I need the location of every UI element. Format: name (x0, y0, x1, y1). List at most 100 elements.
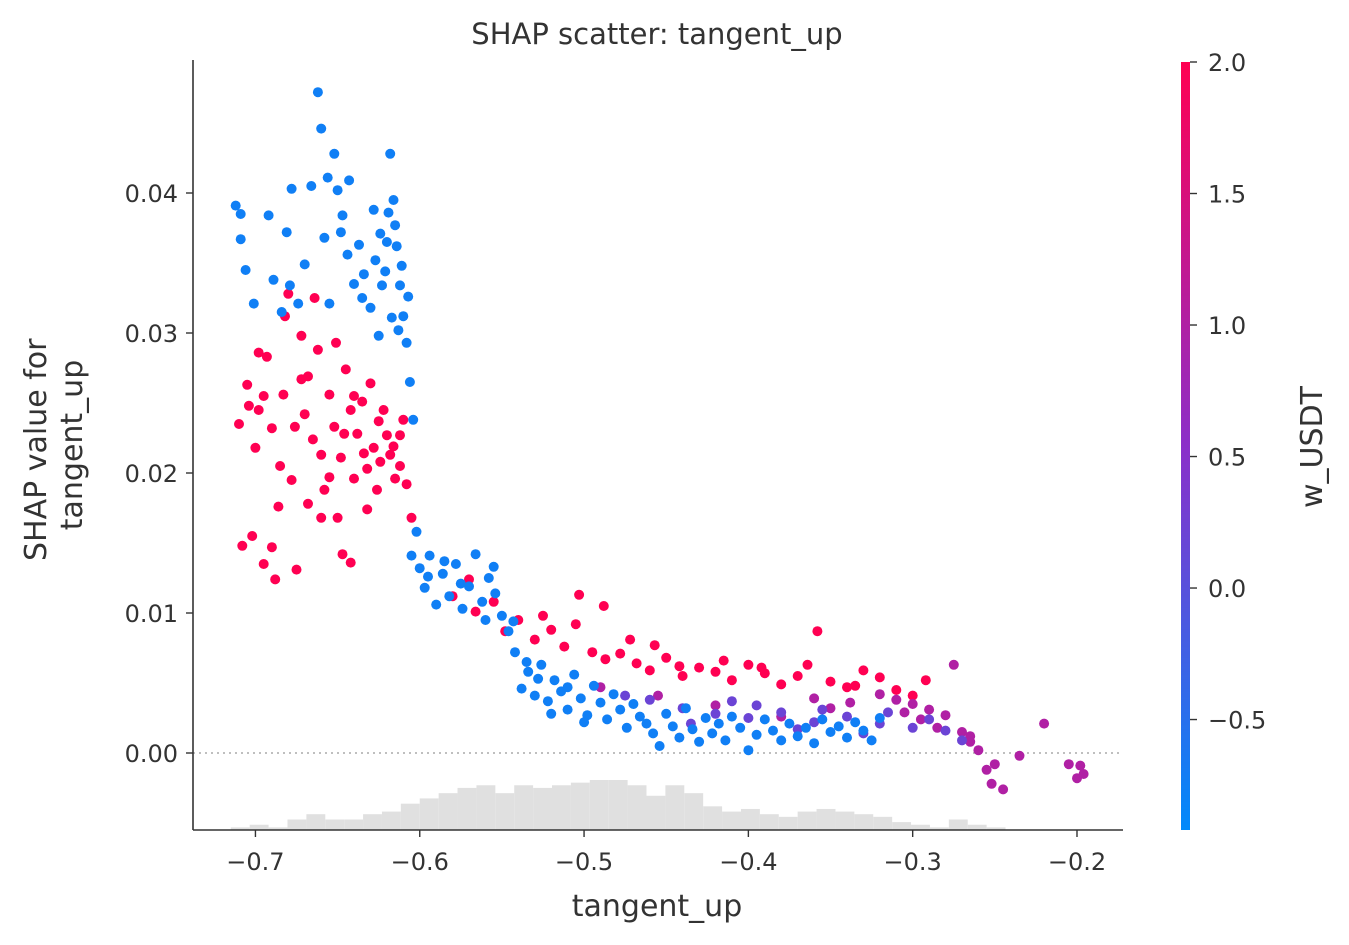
scatter-point (809, 693, 820, 704)
scatter-point (608, 689, 619, 700)
scatter-point (674, 732, 685, 743)
scatter-point (303, 371, 313, 382)
scatter-point (381, 430, 392, 441)
scatter-point (395, 430, 405, 441)
scatter-point (907, 690, 918, 701)
colorbar-tick-label: −0.5 (1208, 707, 1266, 735)
scatter-point (403, 291, 414, 302)
scatter-point (358, 448, 369, 459)
scatter-point (707, 728, 718, 739)
scatter-point (365, 378, 376, 389)
scatter-point (899, 707, 910, 718)
scatter-point (423, 571, 433, 582)
histogram-bar (892, 822, 912, 830)
histogram-bar (268, 827, 288, 830)
scatter-point (776, 735, 787, 746)
scatter-point (648, 728, 659, 739)
scatter-point (625, 634, 636, 645)
scatter-point (319, 484, 330, 495)
scatter-point (388, 441, 399, 452)
scatter-point (248, 298, 259, 309)
colorbar-tick-label: 1.5 (1208, 181, 1246, 209)
scatter-point (989, 759, 1000, 770)
colorbar-label: w_USDT (1295, 385, 1330, 508)
scatter-point (516, 683, 527, 694)
scatter-point (874, 689, 885, 700)
scatter-point (533, 673, 544, 684)
scatter-point (455, 578, 466, 589)
scatter-point (965, 731, 976, 742)
scatter-point (649, 640, 660, 651)
scatter-point (924, 704, 935, 715)
histogram (230, 780, 1006, 830)
scatter-point (401, 479, 412, 490)
histogram-bar (873, 816, 893, 830)
scatter-point (700, 713, 711, 723)
scatter-point (858, 665, 869, 676)
scatter-point (258, 559, 269, 569)
y-tick-label: 0.03 (125, 320, 178, 348)
scatter-point (345, 557, 356, 568)
scatter-point (981, 764, 992, 775)
scatter-point (521, 657, 532, 667)
scatter-point (437, 568, 448, 579)
scatter-point (694, 736, 705, 747)
histogram-bar (665, 785, 685, 830)
scatter-point (546, 708, 557, 719)
scatter-point (932, 722, 943, 733)
scatter-point (948, 659, 959, 670)
histogram-bar (911, 824, 930, 830)
scatter-point (710, 700, 721, 711)
histogram-bar (514, 785, 534, 830)
scatter-point (316, 123, 327, 134)
colorbar-tick-label: 0.5 (1208, 444, 1246, 472)
colorbar-ticks: −0.5 0.0 0.5 1.0 1.5 2.0 (1190, 49, 1266, 735)
scatter-point (270, 574, 281, 585)
scatter-point (574, 589, 585, 600)
scatter-point (802, 659, 813, 670)
scatter-point (924, 714, 935, 725)
scatter-point (470, 606, 481, 617)
colorbar-tick-label: 0.0 (1208, 575, 1246, 603)
scatter-point (401, 337, 412, 348)
scatter-point (542, 696, 553, 707)
scatter-point (809, 738, 820, 749)
scatter-point (337, 210, 348, 221)
scatter-point (957, 727, 967, 737)
scatter-point (319, 232, 330, 243)
scatter-point (344, 175, 355, 186)
scatter-point (817, 704, 828, 715)
scatter-point (644, 665, 655, 676)
scatter-point (340, 364, 351, 375)
histogram-bar (344, 819, 364, 830)
scatter-point (595, 697, 606, 708)
scatter-point (395, 461, 405, 471)
scatter-point (370, 255, 381, 266)
x-axis-ticks: −0.7 −0.6 −0.5 −0.4 −0.3 −0.2 (226, 830, 1106, 876)
scatter-point (373, 330, 384, 341)
scatter-point (713, 718, 724, 729)
scatter-point (615, 648, 626, 659)
scatter-point (569, 669, 580, 680)
scatter-point (825, 676, 836, 687)
scatter-point (419, 582, 430, 593)
scatter-point (385, 148, 396, 159)
scatter-point (825, 727, 836, 737)
scatter-point (776, 707, 787, 718)
scatter-point (710, 666, 721, 677)
y-tick-label: 0.04 (125, 180, 178, 208)
scatter-point (464, 574, 474, 585)
scatter-point (431, 599, 442, 610)
scatter-point (602, 714, 613, 725)
scatter-point (1014, 750, 1025, 761)
histogram-bar (476, 785, 496, 830)
scatter-point (365, 302, 376, 313)
scatter-point (812, 626, 823, 637)
scatter-point (915, 714, 926, 725)
histogram-bar (797, 811, 817, 830)
scatter-point (477, 596, 488, 607)
scatter-point (342, 249, 353, 260)
scatter-point (273, 501, 284, 512)
scatter-point (299, 409, 310, 420)
scatter-point (306, 181, 317, 191)
